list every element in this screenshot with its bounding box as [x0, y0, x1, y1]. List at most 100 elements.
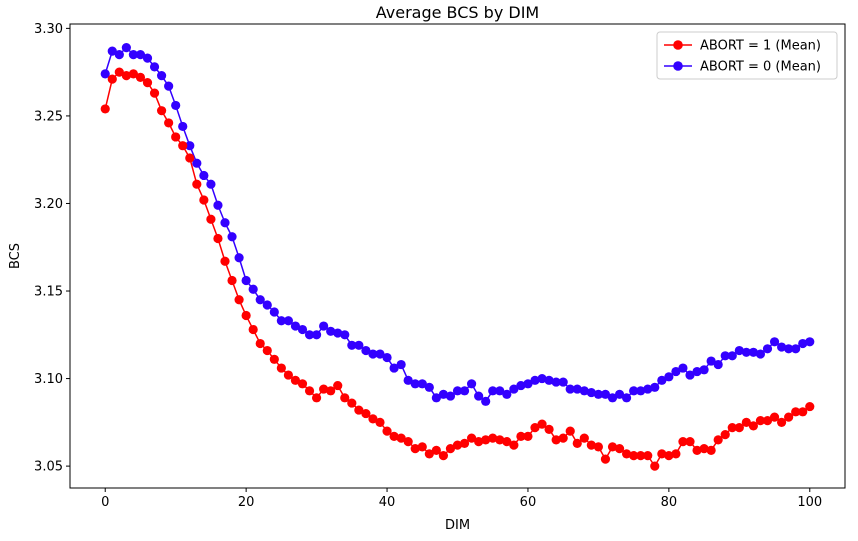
data-point: [805, 337, 815, 347]
data-point: [206, 214, 216, 224]
x-tick-label: 60: [520, 495, 537, 510]
data-point: [178, 121, 188, 132]
data-point: [248, 324, 258, 335]
data-point: [657, 375, 667, 385]
data-point: [114, 50, 124, 60]
data-point: [762, 344, 773, 354]
data-point: [417, 442, 427, 452]
data-point: [192, 179, 202, 189]
data-point: [509, 384, 519, 394]
data-point: [755, 349, 766, 359]
data-point: [537, 373, 547, 384]
data-point: [551, 435, 561, 445]
data-point: [220, 218, 230, 228]
data-point: [495, 435, 505, 445]
data-point: [396, 359, 406, 370]
data-point: [276, 363, 286, 373]
data-point: [607, 442, 618, 452]
data-point: [734, 422, 744, 433]
legend-frame: [656, 31, 838, 80]
data-point: [269, 354, 279, 364]
data-point: [466, 433, 477, 443]
data-point: [748, 347, 759, 357]
data-point: [326, 326, 336, 336]
data-point: [784, 344, 794, 354]
data-point: [178, 141, 188, 151]
data-point: [290, 375, 301, 385]
data-point: [636, 451, 646, 461]
data-point: [713, 359, 723, 370]
data-point: [502, 437, 512, 447]
data-point: [114, 67, 124, 77]
data-point: [100, 69, 110, 79]
data-point: [502, 389, 512, 399]
x-axis-label: DIM: [445, 518, 470, 533]
data-point: [600, 389, 611, 399]
data-point: [149, 62, 160, 72]
data-point: [375, 417, 385, 427]
data-point: [741, 417, 751, 427]
data-point: [340, 393, 350, 403]
data-point: [741, 347, 751, 357]
data-point: [156, 106, 167, 116]
data-point: [537, 419, 547, 429]
data-point: [621, 449, 632, 459]
data-point: [326, 386, 336, 396]
data-point: [213, 233, 223, 244]
data-point: [558, 433, 568, 443]
data-point: [255, 338, 265, 349]
data-point: [100, 104, 110, 114]
data-point: [227, 275, 237, 286]
data-point: [121, 71, 131, 81]
data-point: [382, 426, 392, 436]
data-point: [389, 431, 399, 441]
data-point: [692, 445, 702, 455]
data-point: [466, 379, 477, 389]
data-point: [438, 389, 449, 399]
data-point: [798, 338, 808, 349]
y-axis-label: BCS: [8, 243, 23, 269]
data-point: [403, 375, 413, 385]
data-point: [424, 382, 434, 392]
data-point: [410, 379, 420, 389]
data-point: [692, 366, 702, 377]
data-point: [671, 366, 681, 377]
data-point: [107, 74, 117, 84]
data-point: [509, 440, 519, 450]
data-point: [459, 438, 470, 448]
data-point: [128, 50, 139, 60]
data-point: [495, 386, 505, 396]
data-point: [544, 424, 554, 434]
y-tick-label: 3.30: [34, 22, 63, 37]
data-point: [156, 71, 167, 81]
data-point: [149, 88, 160, 98]
data-point: [621, 393, 632, 403]
data-point: [283, 370, 294, 380]
data-point: [544, 375, 554, 385]
data-point: [199, 195, 209, 205]
x-tick-label: 100: [797, 495, 822, 510]
data-point: [530, 375, 540, 385]
data-point: [304, 386, 315, 396]
data-point: [354, 340, 364, 350]
y-axis: 3.05 3.10 3.15 3.20 3.25 3.30: [34, 22, 70, 475]
data-point: [664, 451, 674, 461]
data-point: [171, 100, 181, 111]
data-point: [185, 153, 195, 163]
data-point: [769, 337, 780, 347]
data-point: [347, 340, 357, 350]
legend-marker-series-2: [673, 61, 683, 71]
data-point: [382, 352, 392, 363]
series-2: [100, 43, 815, 406]
data-point: [734, 345, 744, 356]
data-point: [319, 384, 329, 394]
data-point: [311, 330, 322, 340]
x-axis: 0 20 40 60 80 100: [101, 488, 822, 510]
data-point: [474, 391, 484, 401]
y-tick-label: 3.25: [34, 109, 63, 124]
data-point: [227, 232, 237, 242]
data-point: [389, 363, 399, 373]
data-point: [664, 372, 674, 382]
data-point: [368, 414, 378, 424]
